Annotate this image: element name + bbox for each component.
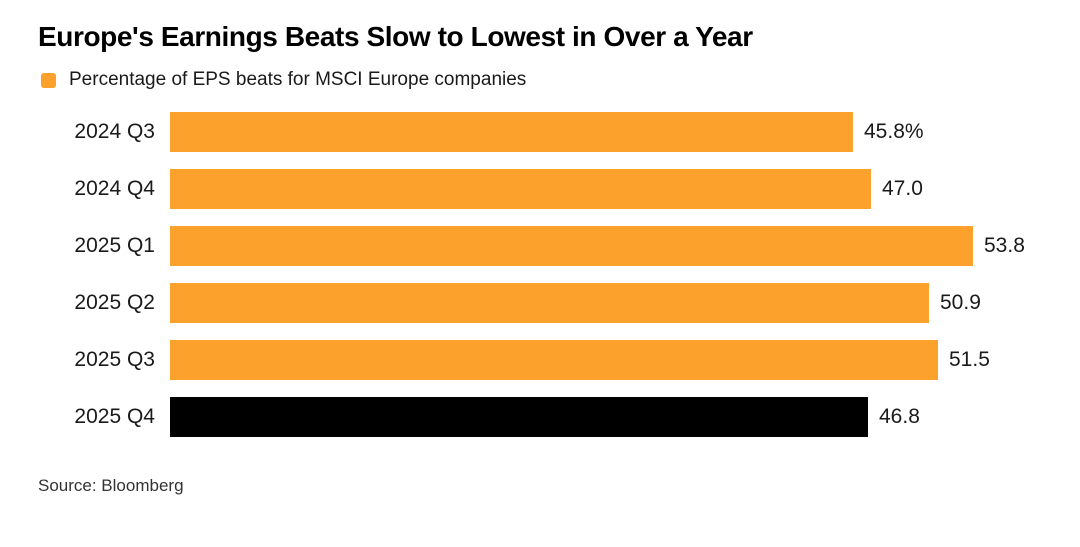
- bar-track: 51.5: [170, 340, 1050, 380]
- bar-track: 47.0: [170, 169, 1050, 209]
- chart-title: Europe's Earnings Beats Slow to Lowest i…: [38, 21, 753, 52]
- category-label: 2025 Q1: [74, 234, 155, 257]
- chart-row: 2025 Q4 46.8: [38, 397, 1050, 437]
- category-label: 2025 Q3: [74, 348, 155, 371]
- value-label: 45.8%: [864, 120, 924, 143]
- value-label: 47.0: [882, 177, 923, 200]
- bar-track: 53.8: [170, 226, 1050, 266]
- bar-track: 45.8%: [170, 112, 1050, 152]
- bar-track: 46.8: [170, 397, 1050, 437]
- bar-track: 50.9: [170, 283, 1050, 323]
- legend-label: Percentage of EPS beats for MSCI Europe …: [69, 69, 527, 90]
- value-label: 50.9: [940, 291, 981, 314]
- bar: [170, 283, 929, 323]
- category-label: 2024 Q4: [74, 177, 155, 200]
- bar: [170, 112, 853, 152]
- chart-row: 2025 Q2 50.9: [38, 283, 1050, 323]
- bar-chart-plot-area: 2024 Q3 45.8% 2024 Q4 47.0 2025 Q1 53.8 2025 Q…: [38, 112, 1050, 437]
- value-label: 53.8: [984, 234, 1025, 257]
- bar: [170, 169, 871, 209]
- chart-row: 2024 Q4 47.0: [38, 169, 1050, 209]
- value-label: 46.8: [879, 405, 920, 428]
- bar: [170, 397, 868, 437]
- chart-row: 2024 Q3 45.8%: [38, 112, 1050, 152]
- category-label: 2025 Q4: [74, 405, 155, 428]
- category-label: 2025 Q2: [74, 291, 155, 314]
- chart-row: 2025 Q3 51.5: [38, 340, 1050, 380]
- value-label: 51.5: [949, 348, 990, 371]
- category-label: 2024 Q3: [74, 120, 155, 143]
- bar: [170, 226, 973, 266]
- chart-legend: Percentage of EPS beats for MSCI Europe …: [38, 69, 1050, 91]
- bar: [170, 340, 938, 380]
- legend-swatch-icon: [41, 72, 56, 88]
- source-attribution: Source: Bloomberg: [38, 476, 184, 495]
- chart-row: 2025 Q1 53.8: [38, 226, 1050, 266]
